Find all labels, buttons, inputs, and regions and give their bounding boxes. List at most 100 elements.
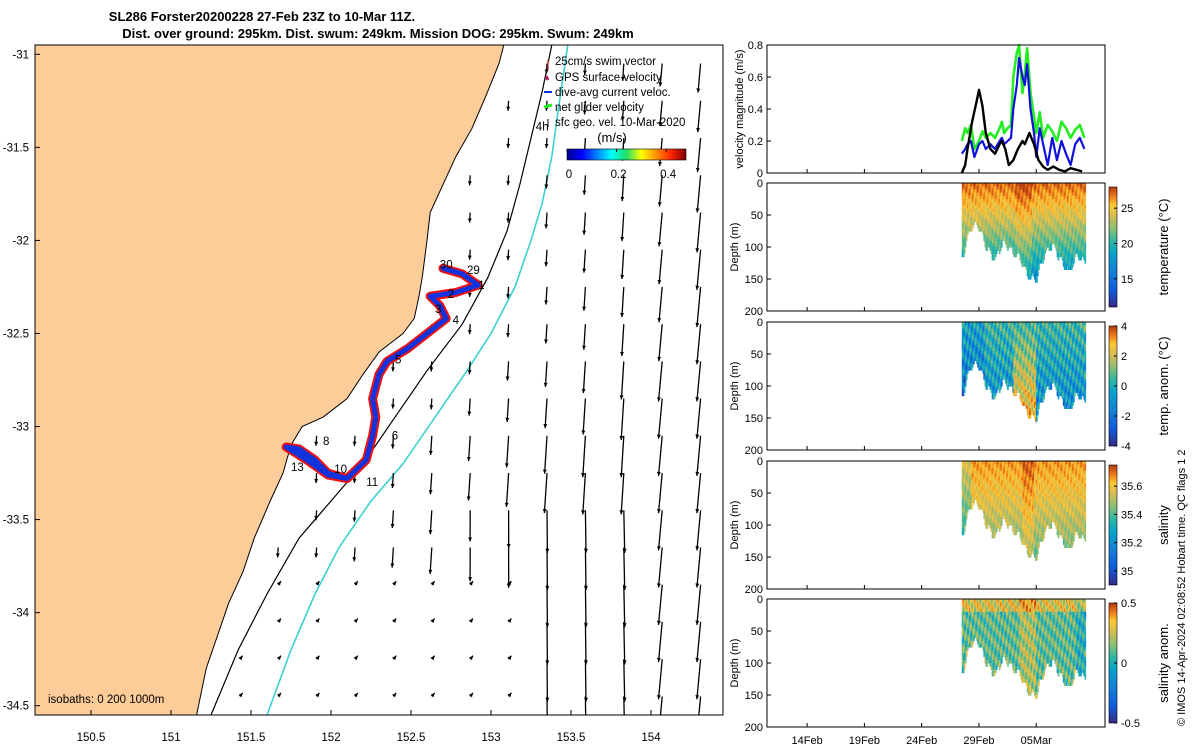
section-cell — [1081, 237, 1084, 242]
section-cell — [966, 186, 969, 190]
section-cell — [1006, 234, 1008, 238]
section-cell — [998, 202, 1001, 206]
section-cell — [1034, 221, 1037, 226]
section-cell — [1049, 192, 1052, 197]
section-cell — [974, 186, 976, 190]
section-cell — [1081, 202, 1084, 206]
section-cell — [1011, 237, 1013, 242]
section-cell — [1017, 208, 1020, 213]
section-cell — [1008, 218, 1010, 222]
section-cell — [1021, 227, 1024, 232]
section-cell — [1073, 247, 1075, 251]
section-cell — [1080, 202, 1082, 206]
section-cell — [1069, 240, 1071, 245]
section-cell — [991, 224, 994, 229]
section-cell — [992, 208, 995, 213]
section-cell — [990, 247, 993, 251]
section-cell — [1049, 227, 1052, 232]
section-cell — [1024, 247, 1027, 251]
section-cell — [1009, 237, 1011, 242]
section-cell — [1063, 202, 1066, 206]
section-cell — [1025, 183, 1028, 187]
section-cell — [1063, 192, 1066, 197]
section-cell — [1023, 240, 1026, 245]
section-cell — [1015, 237, 1018, 242]
section-cell — [1023, 256, 1026, 261]
vector-arrow — [658, 212, 663, 247]
section-cell — [1043, 205, 1045, 210]
section-cell — [1051, 224, 1054, 229]
section-cell — [1022, 208, 1025, 213]
section-cell — [970, 221, 972, 226]
section-cell — [970, 208, 972, 213]
section-cell — [1052, 199, 1055, 203]
section-cell — [1015, 183, 1018, 187]
section-cell — [1027, 227, 1030, 232]
section-cell — [987, 192, 990, 197]
section-cell — [1000, 240, 1003, 245]
section-cell — [965, 202, 968, 206]
section-cell — [1039, 218, 1041, 222]
section-cell — [1024, 215, 1027, 219]
section-cell — [1082, 240, 1085, 245]
section-cell — [1076, 208, 1078, 213]
section-cell — [977, 221, 979, 226]
section-cell — [1021, 199, 1024, 203]
section-cell — [1044, 205, 1046, 210]
section-cell — [977, 208, 979, 213]
section-cell — [979, 208, 981, 213]
section-cell — [1030, 253, 1033, 258]
section-cell — [1075, 192, 1077, 197]
section-cell — [1065, 202, 1068, 206]
section-cell — [996, 202, 999, 206]
section-cell — [1069, 247, 1071, 251]
section-cell — [1050, 224, 1053, 229]
section-cell — [1067, 189, 1070, 194]
section-cell — [976, 218, 978, 222]
section-cell — [1075, 189, 1077, 194]
section-cell — [1069, 199, 1071, 203]
section-cell — [1031, 259, 1034, 264]
section-cell — [1052, 208, 1055, 213]
section-cell — [994, 195, 997, 200]
section-cell — [1012, 243, 1014, 248]
section-cell — [992, 221, 995, 226]
section-cell — [1072, 247, 1074, 251]
section-cell — [1062, 256, 1065, 261]
section-cell — [1060, 186, 1063, 190]
vector-arrowhead — [315, 581, 320, 586]
section-cell — [1069, 215, 1071, 219]
section-cell — [1037, 227, 1039, 232]
section-cell — [1008, 240, 1010, 245]
section-cell — [1062, 259, 1065, 264]
section-cell — [997, 202, 1000, 206]
section-cell — [1022, 237, 1025, 242]
section-cell — [970, 227, 972, 232]
section-cell — [1066, 227, 1069, 232]
map-y-tick-label: -31 — [12, 49, 29, 61]
section-cell — [1080, 237, 1082, 242]
section-cell — [1065, 247, 1068, 251]
section-cell — [1077, 192, 1079, 197]
section-cell — [1002, 211, 1004, 216]
section-cell — [1011, 234, 1013, 238]
vector-arrow — [657, 621, 663, 663]
section-cell — [991, 253, 994, 258]
section-cell — [1043, 231, 1045, 235]
section-cell — [1052, 224, 1055, 229]
section-cell — [1072, 192, 1074, 197]
section-cell — [971, 218, 973, 222]
section-cell — [967, 195, 970, 200]
section-cell — [1065, 215, 1068, 219]
section-cell — [1008, 189, 1010, 194]
section-cell — [1031, 195, 1034, 200]
section-cell — [994, 189, 997, 194]
section-cell — [1037, 208, 1039, 213]
section-cell — [1041, 253, 1043, 258]
section-cell — [1055, 199, 1058, 203]
section-cell — [1043, 250, 1045, 254]
section-cell — [1042, 247, 1044, 251]
section-cell — [972, 183, 974, 187]
section-cell — [1032, 221, 1035, 226]
